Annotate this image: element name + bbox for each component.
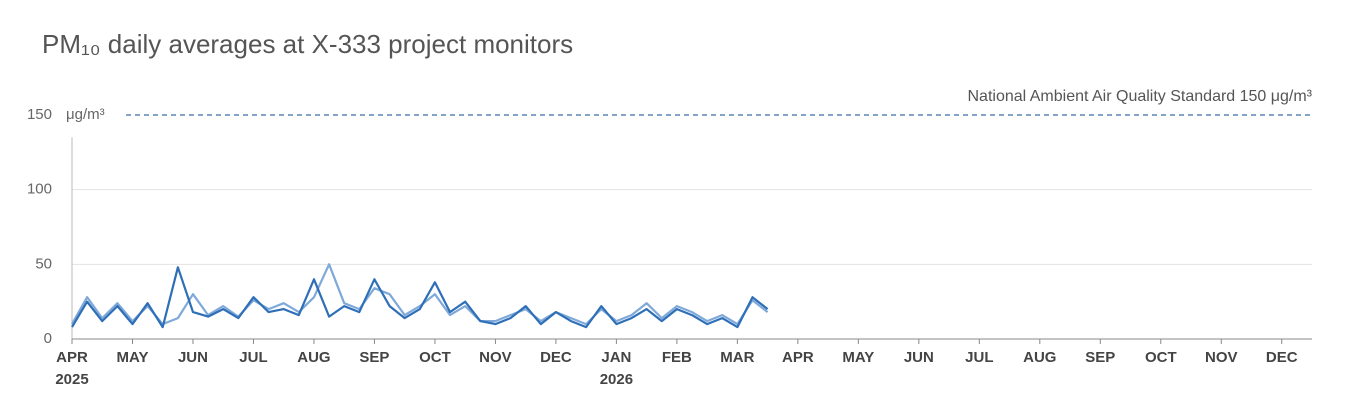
x-tick-label: MAY <box>842 349 874 366</box>
x-tick-label: JUL <box>239 349 267 366</box>
y-tick-label: 100 <box>27 181 52 198</box>
x-tick-label: MAR <box>720 349 754 366</box>
x-tick-label: JUN <box>178 349 208 366</box>
chart-title: PM₁₀ daily averages at X-333 project mon… <box>42 29 573 59</box>
x-tick-label: MAY <box>117 349 149 366</box>
x-tick-label: OCT <box>1145 349 1177 366</box>
x-tick-label: JUL <box>965 349 993 366</box>
x-tick-label: NOV <box>479 349 512 366</box>
x-tick-label: NOV <box>1205 349 1238 366</box>
year-label: 2025 <box>55 371 88 388</box>
x-tick-label: DEC <box>1266 349 1298 366</box>
x-tick-label: AUG <box>297 349 330 366</box>
y-tick-label: 150 <box>27 106 52 123</box>
y-tick-label: 50 <box>35 255 52 272</box>
x-tick-label: AUG <box>1023 349 1056 366</box>
x-tick-label: OCT <box>419 349 451 366</box>
year-label: 2026 <box>600 371 633 388</box>
x-tick-label: SEP <box>359 349 389 366</box>
x-tick-label: JUN <box>904 349 934 366</box>
x-tick-label: APR <box>782 349 814 366</box>
x-tick-label: DEC <box>540 349 572 366</box>
x-tick-label: SEP <box>1085 349 1115 366</box>
y-unit: μg/m³ <box>66 106 105 123</box>
x-tick-label: APR <box>56 349 88 366</box>
x-tick-label: FEB <box>662 349 692 366</box>
y-tick-label: 0 <box>44 330 52 347</box>
series-line <box>71 263 769 326</box>
reference-label: National Ambient Air Quality Standard 15… <box>967 88 1312 105</box>
series-line <box>71 266 769 329</box>
x-tick-label: JAN <box>601 349 631 366</box>
